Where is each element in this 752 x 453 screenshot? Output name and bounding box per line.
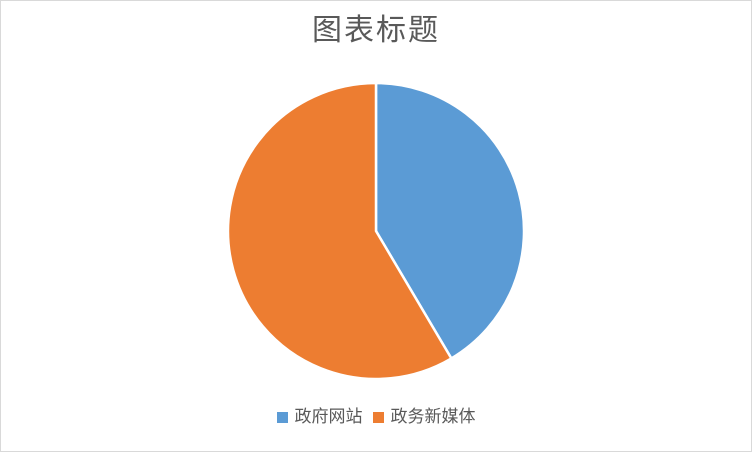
legend-label: 政府网站 [294,407,363,426]
legend: 政府网站 政务新媒体 [1,407,751,427]
pie-slice-政府网站 [374,81,526,360]
legend-item-政务新媒体: 政务新媒体 [372,407,476,427]
pie-slice-政务新媒体 [226,81,453,381]
legend-marker-icon [372,411,384,423]
legend-item-政府网站: 政府网站 [276,407,363,427]
legend-marker-icon [276,411,288,423]
legend-label: 政务新媒体 [390,407,476,426]
chart-title: 图表标题 [312,14,440,47]
